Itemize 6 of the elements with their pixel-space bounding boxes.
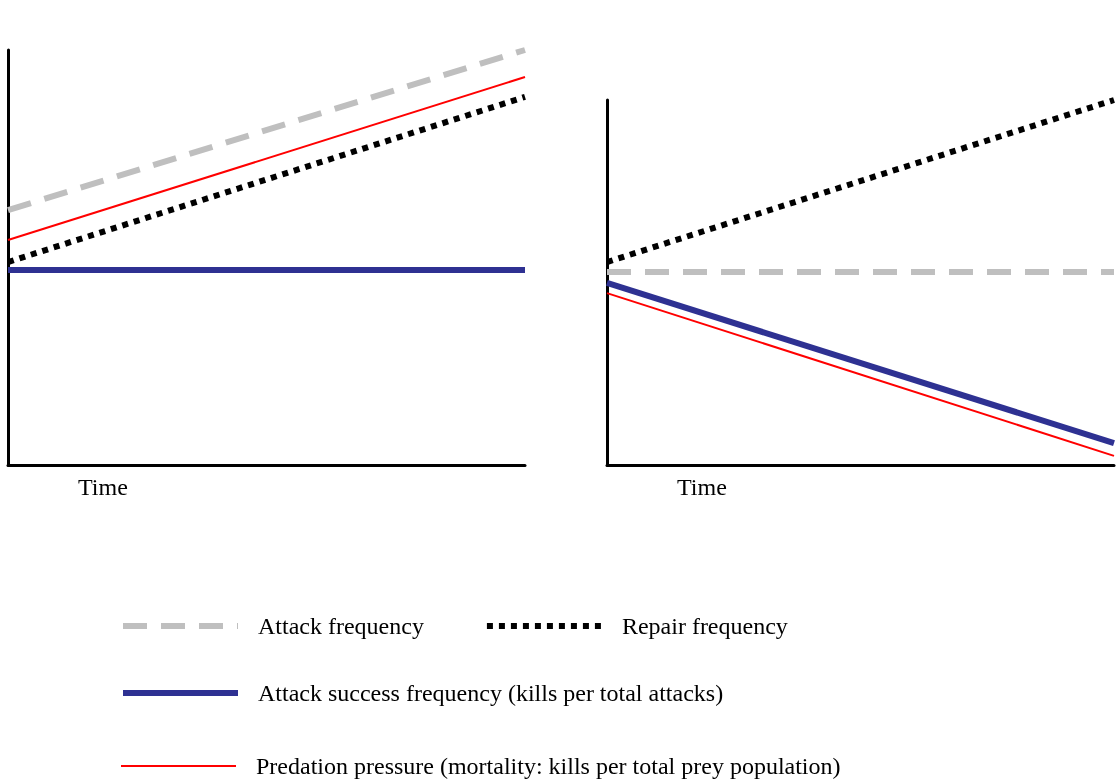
- legend-label: Attack frequency: [258, 613, 424, 639]
- legend-label: Repair frequency: [621, 613, 788, 639]
- x-axis-title: Time: [677, 474, 727, 500]
- legend-label: Attack success frequency (kills per total attacks): [258, 680, 724, 706]
- x-axis-title: Time: [78, 474, 128, 500]
- legend-label: Predation pressure (mortality: kills per total prey population): [256, 753, 841, 779]
